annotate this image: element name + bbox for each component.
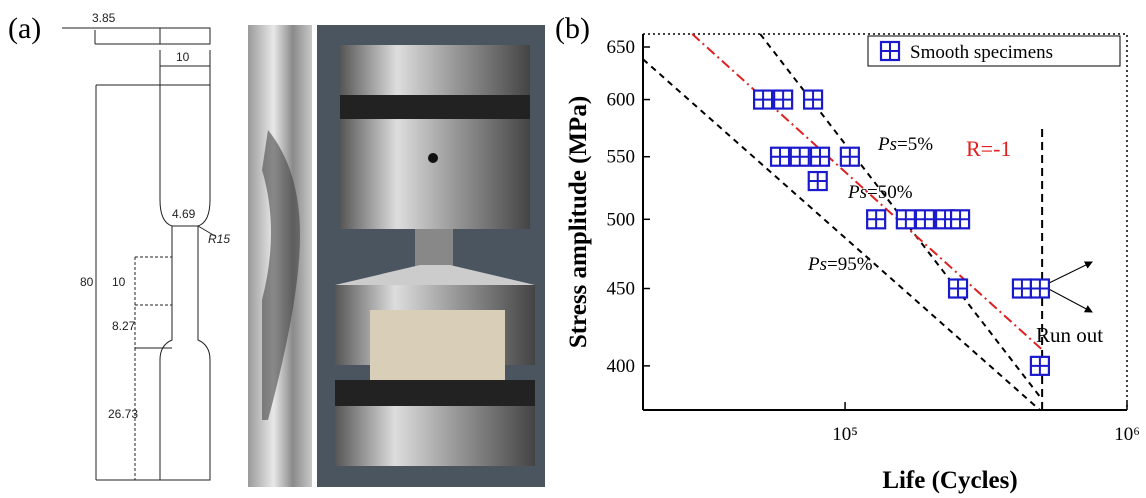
marker-cross xyxy=(951,210,970,229)
marker-cross xyxy=(774,90,793,109)
line-label: Ps=95% xyxy=(807,254,873,275)
probability-line xyxy=(691,33,1043,351)
data-point xyxy=(1029,278,1051,299)
line-label: Ps=5% xyxy=(877,134,933,155)
x-axis-title: Life (Cycles) xyxy=(882,467,1017,494)
marker-cross xyxy=(1030,356,1049,375)
data-point xyxy=(1011,278,1033,299)
marker-cross xyxy=(915,210,934,229)
dimension: 80 xyxy=(80,275,94,289)
data-point xyxy=(839,146,860,167)
line-symbol: Ps xyxy=(847,182,867,203)
data-point xyxy=(914,209,936,230)
marker-cross xyxy=(790,147,809,166)
x-tick-label: 10⁵ xyxy=(832,424,858,445)
y-tick-label: 400 xyxy=(607,356,636,377)
line-text: =95% xyxy=(827,254,873,275)
dimension: 8.27 xyxy=(112,319,136,333)
data-point xyxy=(769,146,791,167)
marker-cross xyxy=(811,147,830,166)
data-point xyxy=(809,146,831,167)
dimension: 4.69 xyxy=(172,207,196,221)
dimension: 10 xyxy=(176,50,190,64)
data-point xyxy=(752,89,774,110)
legend-marker xyxy=(879,40,901,62)
run-out-arrows xyxy=(1044,261,1093,313)
probability-line xyxy=(642,58,1041,411)
data-point xyxy=(807,170,828,192)
marker-cross xyxy=(1030,279,1049,298)
dimension: 10 xyxy=(112,275,126,289)
y-tick-label: 450 xyxy=(607,279,636,300)
panel-label: (b) xyxy=(555,12,590,45)
line-symbol: Ps xyxy=(877,134,897,155)
data-point xyxy=(895,209,916,230)
specimen-photo xyxy=(248,25,312,487)
data-point xyxy=(866,209,887,230)
data-point xyxy=(949,209,971,230)
line-text: =5% xyxy=(897,134,933,155)
y-tick-label: 550 xyxy=(607,147,636,168)
specimen-drawing xyxy=(62,27,216,481)
panel-label: (a) xyxy=(8,12,41,45)
marker-cross xyxy=(896,210,915,229)
marker-cross xyxy=(808,172,827,191)
annotation: Run out xyxy=(1036,323,1103,347)
line-label: Ps=50% xyxy=(847,182,913,203)
marker-cross xyxy=(881,42,899,60)
marker-cross xyxy=(754,90,773,109)
marker-cross xyxy=(771,147,790,166)
data-point xyxy=(802,89,824,110)
marker-cross xyxy=(804,90,823,109)
line-symbol: Ps xyxy=(807,254,827,275)
marker-cross xyxy=(949,279,968,298)
dimension: 3.85 xyxy=(92,11,116,25)
marker-cross xyxy=(840,147,859,166)
x-tick-label: 10⁶ xyxy=(1114,424,1140,445)
dimension: R15 xyxy=(208,232,230,246)
line-text: =50% xyxy=(867,182,913,203)
data-point xyxy=(773,89,794,110)
data-point xyxy=(789,146,810,167)
dimension: 26.73 xyxy=(108,407,138,421)
y-tick-label: 600 xyxy=(607,90,636,111)
annotation: R=-1 xyxy=(966,136,1011,161)
marker-cross xyxy=(867,210,886,229)
legend-box xyxy=(867,35,1121,67)
marker-cross xyxy=(1012,279,1031,298)
machine-photo xyxy=(317,25,545,487)
y-tick-label: 650 xyxy=(607,37,636,58)
y-tick-label: 500 xyxy=(607,209,636,230)
y-axis-title: Stress amplitude (MPa) xyxy=(565,96,592,348)
data-point xyxy=(1029,355,1051,376)
legend-label: Smooth specimens xyxy=(910,42,1053,63)
data-point xyxy=(947,278,969,299)
